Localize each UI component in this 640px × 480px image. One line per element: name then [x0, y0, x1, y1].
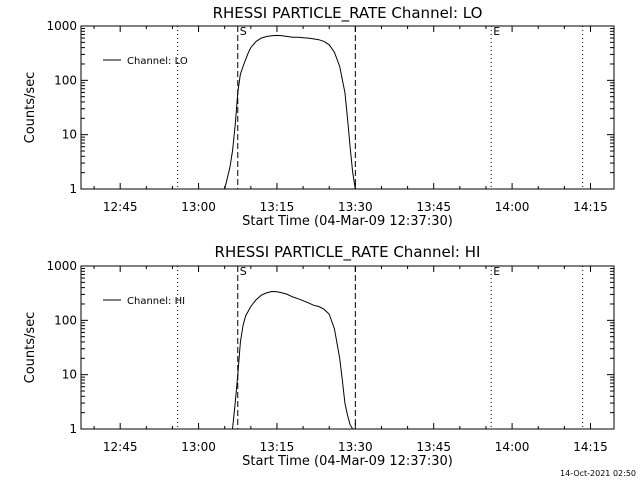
y-tick-label: 1000 — [46, 19, 77, 33]
y-tick-label: 100 — [54, 313, 77, 327]
time-marker-label: E — [493, 25, 500, 38]
x-tick-label: 13:45 — [416, 200, 451, 214]
y-axis-label: Counts/sec — [23, 312, 38, 384]
x-tick-label: 12:45 — [103, 440, 138, 454]
x-axis-label: Start Time (04-Mar-09 12:37:30) — [242, 214, 453, 229]
chart-title: RHESSI PARTICLE_RATE Channel: LO — [213, 4, 483, 23]
x-tick-label: 14:15 — [573, 440, 608, 454]
plot-frame — [80, 265, 615, 430]
x-tick-label: 13:30 — [338, 440, 373, 454]
y-tick-label: 10 — [62, 128, 77, 142]
legend-label: Channel: LO — [127, 56, 188, 67]
x-tick-label: 14:00 — [495, 440, 530, 454]
x-tick-label: 14:15 — [573, 200, 608, 214]
time-marker-label: E — [493, 265, 500, 278]
panel-hi: RHESSI PARTICLE_RATE Channel: HI 12:45 13:… — [23, 243, 615, 469]
y-tick-label: 10 — [62, 368, 77, 382]
time-marker-label: S — [240, 25, 247, 38]
series-line — [224, 34, 356, 190]
y-tick-label: 100 — [54, 73, 77, 87]
y-tick-label: 1 — [69, 182, 77, 196]
series-line — [232, 290, 354, 430]
y-tick-label: 1 — [69, 422, 77, 436]
plot-frame — [80, 25, 615, 190]
timestamp-label: 14-Oct-2021 02:50 — [560, 469, 636, 478]
x-tick-label: 13:15 — [260, 200, 295, 214]
y-axis-label: Counts/sec — [23, 72, 38, 144]
x-tick-label: 13:30 — [338, 200, 373, 214]
x-tick-label: 12:45 — [103, 200, 138, 214]
time-marker-label: S — [240, 265, 247, 278]
chart-title: RHESSI PARTICLE_RATE Channel: HI — [215, 243, 481, 262]
y-tick-label: 1000 — [46, 259, 77, 273]
x-tick-label: 13:00 — [181, 200, 216, 214]
panel-lo: RHESSI PARTICLE_RATE Channel: LO 12:45 13:… — [23, 4, 615, 229]
x-tick-label: 13:45 — [416, 440, 451, 454]
x-axis-label: Start Time (04-Mar-09 12:37:30) — [242, 454, 453, 469]
x-tick-label: 13:15 — [260, 440, 295, 454]
legend-label: Channel: HI — [127, 296, 185, 307]
x-tick-label: 14:00 — [495, 200, 530, 214]
x-tick-label: 13:00 — [181, 440, 216, 454]
